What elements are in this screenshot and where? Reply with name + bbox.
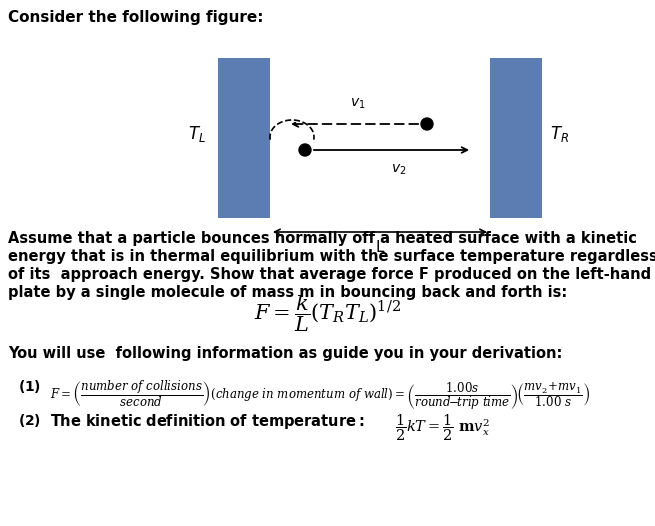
Text: plate by a single molecule of mass m in bouncing back and forth is:: plate by a single molecule of mass m in … [8, 285, 567, 300]
Bar [218, 58, 270, 218]
Text: You will use  following information as guide you in your derivation:: You will use following information as gu… [8, 346, 563, 361]
Text: $\mathbf{(2)}$: $\mathbf{(2)}$ [18, 412, 41, 429]
Text: $v_1$: $v_1$ [350, 97, 365, 111]
Circle shape [421, 118, 433, 130]
Text: $F = \dfrac{k}{L}(T_R T_L)^{1/2}$: $F = \dfrac{k}{L}(T_R T_L)^{1/2}$ [253, 294, 400, 334]
Text: $T_R$: $T_R$ [550, 124, 569, 144]
Text: $v_2$: $v_2$ [391, 163, 406, 177]
Text: $\dfrac{1}{2}kT = \dfrac{1}{2}\ \mathbf{m}v_x^2$: $\dfrac{1}{2}kT = \dfrac{1}{2}\ \mathbf{… [395, 412, 490, 442]
Text: $F = \left(\dfrac{\mathit{number\ of\ collisions}}{\mathit{second}}\right)\left(: $F = \left(\dfrac{\mathit{number\ of\ co… [50, 378, 590, 412]
Bar [490, 58, 542, 218]
Text: Consider the following figure:: Consider the following figure: [8, 10, 263, 25]
Text: L: L [376, 240, 384, 255]
Text: $\mathbf{(1)}$: $\mathbf{(1)}$ [18, 378, 41, 395]
Text: $T_L$: $T_L$ [188, 124, 206, 144]
Text: energy that is in thermal equilibrium with the surface temperature regardless: energy that is in thermal equilibrium wi… [8, 249, 655, 264]
Text: Assume that a particle bounces normally off a heated surface with a kinetic: Assume that a particle bounces normally … [8, 231, 637, 246]
Text: $\mathbf{The\ kinetic\ definition\ of\ temperature{:}}$: $\mathbf{The\ kinetic\ definition\ of\ t… [50, 412, 364, 431]
Circle shape [299, 144, 311, 156]
Text: of its  approach energy. Show that average force F produced on the left-hand: of its approach energy. Show that averag… [8, 267, 651, 282]
